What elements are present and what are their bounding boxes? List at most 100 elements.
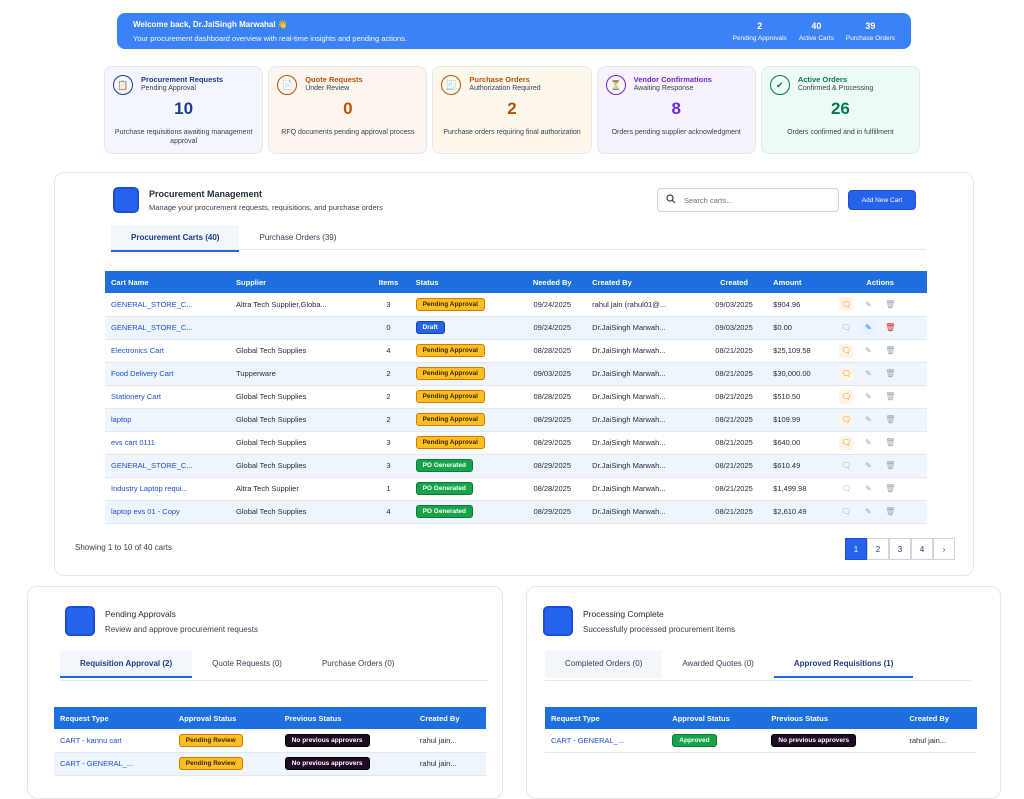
table-row[interactable]: laptop evs 01 - Copy Global Tech Supplies…: [105, 500, 927, 524]
edit-icon[interactable]: ✎: [865, 346, 872, 355]
column-header[interactable]: Previous Status: [278, 707, 414, 729]
edit-icon[interactable]: ✎: [865, 392, 872, 401]
cart-name-link[interactable]: GENERAL_STORE_C...: [105, 293, 231, 317]
comment-icon[interactable]: 🗨: [841, 461, 852, 470]
comment-icon[interactable]: 🗨: [839, 389, 854, 404]
delete-icon[interactable]: 🗑: [885, 507, 896, 516]
edit-icon[interactable]: ✎: [865, 415, 872, 424]
comment-icon[interactable]: 🗨: [841, 507, 852, 516]
comment-icon[interactable]: 🗨: [839, 297, 854, 312]
edit-icon[interactable]: ✎: [865, 438, 872, 447]
kpi-cards: 📋 Procurement Requests Pending Approval 10 P…: [104, 66, 921, 154]
edit-icon[interactable]: ✎: [865, 461, 872, 470]
column-header[interactable]: Supplier: [230, 271, 368, 293]
tab-purchase-orders-pending[interactable]: Purchase Orders (0): [321, 659, 395, 668]
column-header[interactable]: Amount: [767, 271, 834, 293]
tab-quote-requests[interactable]: Quote Requests (0): [212, 659, 282, 668]
tab-approved-requisitions[interactable]: Approved Requisitions (1): [773, 651, 914, 678]
column-header[interactable]: Cart Name: [105, 271, 231, 293]
delete-icon[interactable]: 🗑: [885, 461, 896, 470]
tab-awarded-quotes[interactable]: Awarded Quotes (0): [682, 659, 754, 668]
table-row[interactable]: evs cart 0111 Global Tech Supplies 3 Pendin…: [105, 431, 927, 455]
cart-name-link[interactable]: Electronics Cart: [105, 339, 231, 363]
search-input[interactable]: Search carts...: [657, 188, 839, 212]
pending-approvals-subtitle: Review and approve procurement requests: [105, 624, 258, 634]
comment-icon[interactable]: 🗨: [839, 435, 854, 450]
next-page-button[interactable]: ›: [933, 538, 955, 560]
kpi-card[interactable]: 📋 Procurement Requests Pending Approval 10 P…: [104, 66, 264, 154]
comment-icon[interactable]: 🗨: [841, 484, 852, 493]
table-row[interactable]: GENERAL_STORE_C... Global Tech Supplies 3 P…: [105, 454, 927, 478]
kpi-card[interactable]: 📄 Quote Requests Under Review 0 RFQ document…: [268, 66, 428, 154]
table-row[interactable]: Electronics Cart Global Tech Supplies 4 Pen…: [105, 339, 927, 363]
page-button[interactable]: 3: [889, 538, 911, 560]
edit-icon[interactable]: ✎: [865, 484, 872, 493]
column-header[interactable]: Created By: [903, 707, 977, 729]
column-header[interactable]: Actions: [833, 271, 927, 293]
request-type-link[interactable]: CART - kannu cart: [54, 729, 173, 753]
kpi-card[interactable]: ✔ Active Orders Confirmed & Processing 26 Or…: [760, 66, 921, 154]
delete-icon[interactable]: 🗑: [885, 299, 896, 309]
table-row[interactable]: Industry Laptop requi... Altra Tech Suppl…: [105, 477, 927, 501]
table-row[interactable]: GENERAL_STORE_C... Altra Tech Supplier,Gl…: [105, 293, 927, 317]
column-header[interactable]: Previous Status: [765, 707, 904, 729]
column-header[interactable]: Request Type: [545, 707, 667, 729]
table-row[interactable]: Food Delivery Cart Tupperware 2 Pending App…: [105, 362, 927, 386]
table-row[interactable]: laptop Global Tech Supplies 2 Pending Appro…: [105, 408, 927, 432]
edit-icon[interactable]: ✎: [865, 507, 872, 516]
delete-icon[interactable]: 🗑: [885, 369, 896, 378]
column-header[interactable]: Created By: [586, 271, 701, 293]
column-header[interactable]: Created By: [413, 707, 486, 729]
cart-name-link[interactable]: laptop evs 01 - Copy: [105, 500, 231, 524]
column-header[interactable]: Items: [367, 271, 410, 293]
tab-purchase-orders[interactable]: Purchase Orders (39): [259, 233, 337, 242]
cart-name-link[interactable]: laptop: [105, 408, 231, 432]
delete-icon[interactable]: 🗑: [885, 484, 896, 493]
delete-icon[interactable]: 🗑: [885, 323, 896, 332]
comment-icon[interactable]: 🗨: [839, 366, 854, 381]
column-header[interactable]: Needed By: [518, 271, 587, 293]
comment-icon[interactable]: 🗨: [839, 343, 854, 358]
page-button[interactable]: 1: [845, 538, 867, 560]
page-button[interactable]: 2: [867, 538, 889, 560]
column-header[interactable]: Approval Status: [172, 707, 279, 729]
edit-icon[interactable]: ✎: [865, 299, 872, 309]
kpi-card[interactable]: ⏳ Vendor Confirmations Awaiting Response 8 O…: [596, 66, 756, 154]
edit-icon[interactable]: ✎: [861, 320, 876, 335]
delete-icon[interactable]: 🗑: [885, 415, 896, 424]
created-by: rahul jain...: [413, 752, 486, 776]
items-count: 2: [367, 362, 410, 386]
cart-name-link[interactable]: Stationery Cart: [105, 385, 231, 409]
kpi-card[interactable]: 🧾 Purchase Orders Authorization Required 2 P…: [432, 66, 592, 154]
table-row[interactable]: CART - GENERAL_... Approved No previous ap…: [545, 729, 977, 753]
kpi-description: Orders pending supplier acknowledgment: [611, 129, 741, 136]
delete-icon[interactable]: 🗑: [885, 392, 896, 401]
delete-icon[interactable]: 🗑: [885, 438, 896, 447]
delete-icon[interactable]: 🗑: [885, 346, 896, 355]
cart-name-link[interactable]: Food Delivery Cart: [105, 362, 231, 386]
items-count: 4: [367, 339, 410, 363]
page-button[interactable]: 4: [911, 538, 933, 560]
tab-procurement-carts[interactable]: Procurement Carts (40): [111, 225, 240, 252]
comment-icon[interactable]: 🗨: [839, 412, 854, 427]
cart-name-link[interactable]: evs cart 0111: [105, 431, 231, 455]
cart-name-link[interactable]: GENERAL_STORE_C...: [105, 454, 231, 478]
column-header[interactable]: Request Type: [54, 707, 173, 729]
cart-name-link[interactable]: GENERAL_STORE_C...: [105, 316, 231, 340]
tab-completed-orders[interactable]: Completed Orders (0): [545, 651, 663, 678]
supplier: Global Tech Supplies: [230, 500, 368, 524]
tab-requisition-approval[interactable]: Requisition Approval (2): [60, 651, 193, 678]
edit-icon[interactable]: ✎: [865, 369, 872, 378]
table-row[interactable]: Stationery Cart Global Tech Supplies 2 Pend…: [105, 385, 927, 409]
request-type-link[interactable]: CART - GENERAL_...: [54, 752, 173, 776]
add-new-cart-button[interactable]: Add New Cart: [848, 190, 916, 210]
comment-icon[interactable]: 🗨: [841, 323, 852, 332]
column-header[interactable]: Approval Status: [666, 707, 766, 729]
table-row[interactable]: CART - GENERAL_... Pending Review No previ…: [54, 752, 486, 776]
cart-name-link[interactable]: Industry Laptop requi...: [105, 477, 231, 501]
table-row[interactable]: CART - kannu cart Pending Review No previo…: [54, 729, 486, 753]
table-row[interactable]: GENERAL_STORE_C... 0 Draft 09/24/2025 Dr.Jai…: [105, 316, 927, 340]
request-type-link[interactable]: CART - GENERAL_...: [545, 729, 667, 753]
column-header[interactable]: Status: [409, 271, 519, 293]
column-header[interactable]: Created: [700, 271, 768, 293]
